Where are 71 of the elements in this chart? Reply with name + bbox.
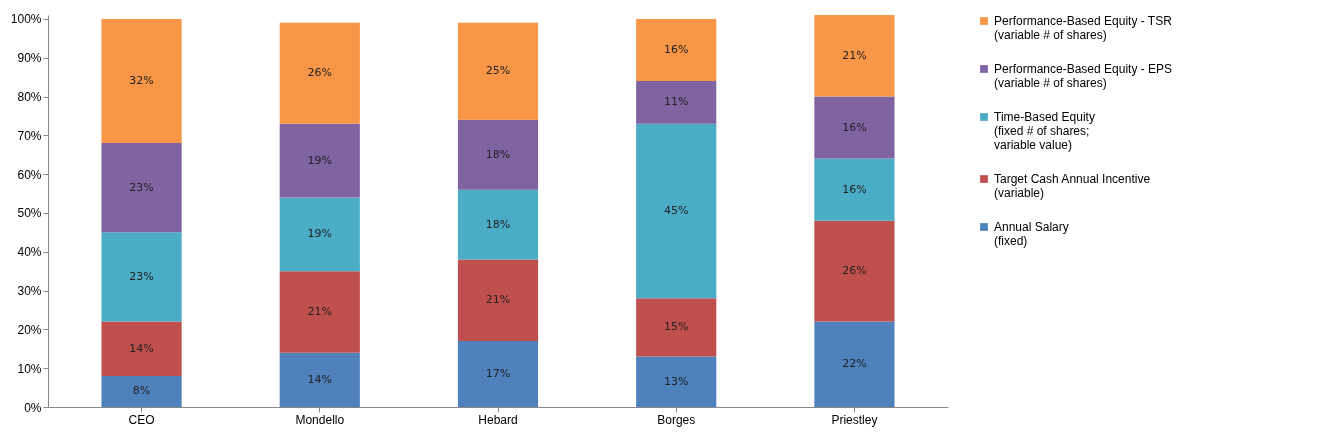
y-tick-label: 90% bbox=[17, 51, 42, 66]
data-label: 17% bbox=[485, 367, 511, 381]
bar bbox=[457, 22, 539, 120]
legend-label: Annual Salary (fixed) bbox=[994, 220, 1069, 248]
y-tick-label: 0% bbox=[24, 400, 42, 415]
bar bbox=[101, 321, 182, 376]
data-label: 21% bbox=[485, 293, 511, 307]
bar bbox=[636, 356, 717, 407]
x-tick-label: CEO bbox=[128, 412, 155, 427]
data-label: 14% bbox=[129, 341, 154, 355]
data-label: 11% bbox=[663, 95, 689, 109]
bar bbox=[814, 96, 895, 159]
data-label: 23% bbox=[129, 269, 154, 283]
y-tick-label: 40% bbox=[17, 245, 42, 260]
data-label: 22% bbox=[842, 357, 867, 371]
y-tick-label: 20% bbox=[17, 322, 42, 337]
bar bbox=[101, 143, 182, 233]
y-tick-label: 80% bbox=[17, 90, 42, 104]
data-label: 32% bbox=[129, 73, 154, 87]
bar bbox=[279, 197, 360, 272]
bar bbox=[814, 158, 895, 221]
x-tick-label: Borges bbox=[657, 412, 696, 427]
data-label: 21% bbox=[842, 48, 867, 62]
x-tick-label: Mondello bbox=[295, 412, 345, 427]
bar bbox=[636, 298, 717, 357]
bar bbox=[636, 18, 717, 81]
data-label: 16% bbox=[842, 182, 867, 196]
data-label: 25% bbox=[485, 64, 511, 78]
y-tick-label: 50% bbox=[17, 206, 42, 221]
x-tick-label: Priestley bbox=[831, 412, 878, 427]
y-tick-label: 70% bbox=[17, 128, 42, 143]
bar bbox=[101, 232, 182, 322]
y-tick-label: 100% bbox=[10, 12, 42, 27]
legend-label: Performance-Based Equity - TSR (variable # of shares) bbox=[994, 14, 1173, 42]
bar bbox=[279, 352, 360, 407]
bar bbox=[279, 271, 360, 353]
bar bbox=[279, 22, 360, 124]
y-tick-label: 60% bbox=[17, 167, 42, 182]
bar bbox=[814, 321, 895, 407]
legend-label: Performance-Based Equity - EPS (variable # of shares) bbox=[994, 62, 1173, 90]
bar bbox=[814, 15, 895, 97]
data-label: 19% bbox=[307, 227, 333, 241]
bar bbox=[636, 80, 717, 124]
data-label: 15% bbox=[663, 320, 689, 334]
data-label: 18% bbox=[485, 147, 511, 161]
legend-label: Target Cash Annual Incentive (variable) bbox=[994, 172, 1151, 200]
data-label: 19% bbox=[307, 153, 333, 167]
bar bbox=[457, 189, 539, 260]
bar bbox=[279, 123, 360, 198]
bar bbox=[457, 119, 539, 190]
y-tick-label: 30% bbox=[17, 284, 42, 299]
bar bbox=[101, 18, 182, 144]
data-label: 26% bbox=[307, 66, 333, 80]
data-label: 18% bbox=[485, 217, 511, 231]
bar bbox=[457, 341, 539, 407]
bar bbox=[636, 123, 717, 299]
x-tick-label: Hebard bbox=[478, 412, 518, 427]
data-label: 21% bbox=[307, 304, 333, 318]
data-label: 16% bbox=[663, 42, 689, 56]
data-label: 13% bbox=[663, 374, 689, 388]
bar bbox=[457, 259, 539, 342]
data-label: 16% bbox=[842, 120, 867, 134]
bar bbox=[814, 220, 895, 322]
y-tick-label: 10% bbox=[17, 361, 42, 376]
data-label: 23% bbox=[129, 180, 154, 194]
legend-label: Time-Based Equity (fixed # of shares; variable value) bbox=[994, 110, 1095, 152]
data-label: 45% bbox=[663, 204, 689, 217]
data-label: 14% bbox=[307, 372, 333, 386]
bar bbox=[101, 375, 182, 407]
data-label: 8% bbox=[132, 384, 151, 398]
data-label: 26% bbox=[842, 264, 867, 278]
